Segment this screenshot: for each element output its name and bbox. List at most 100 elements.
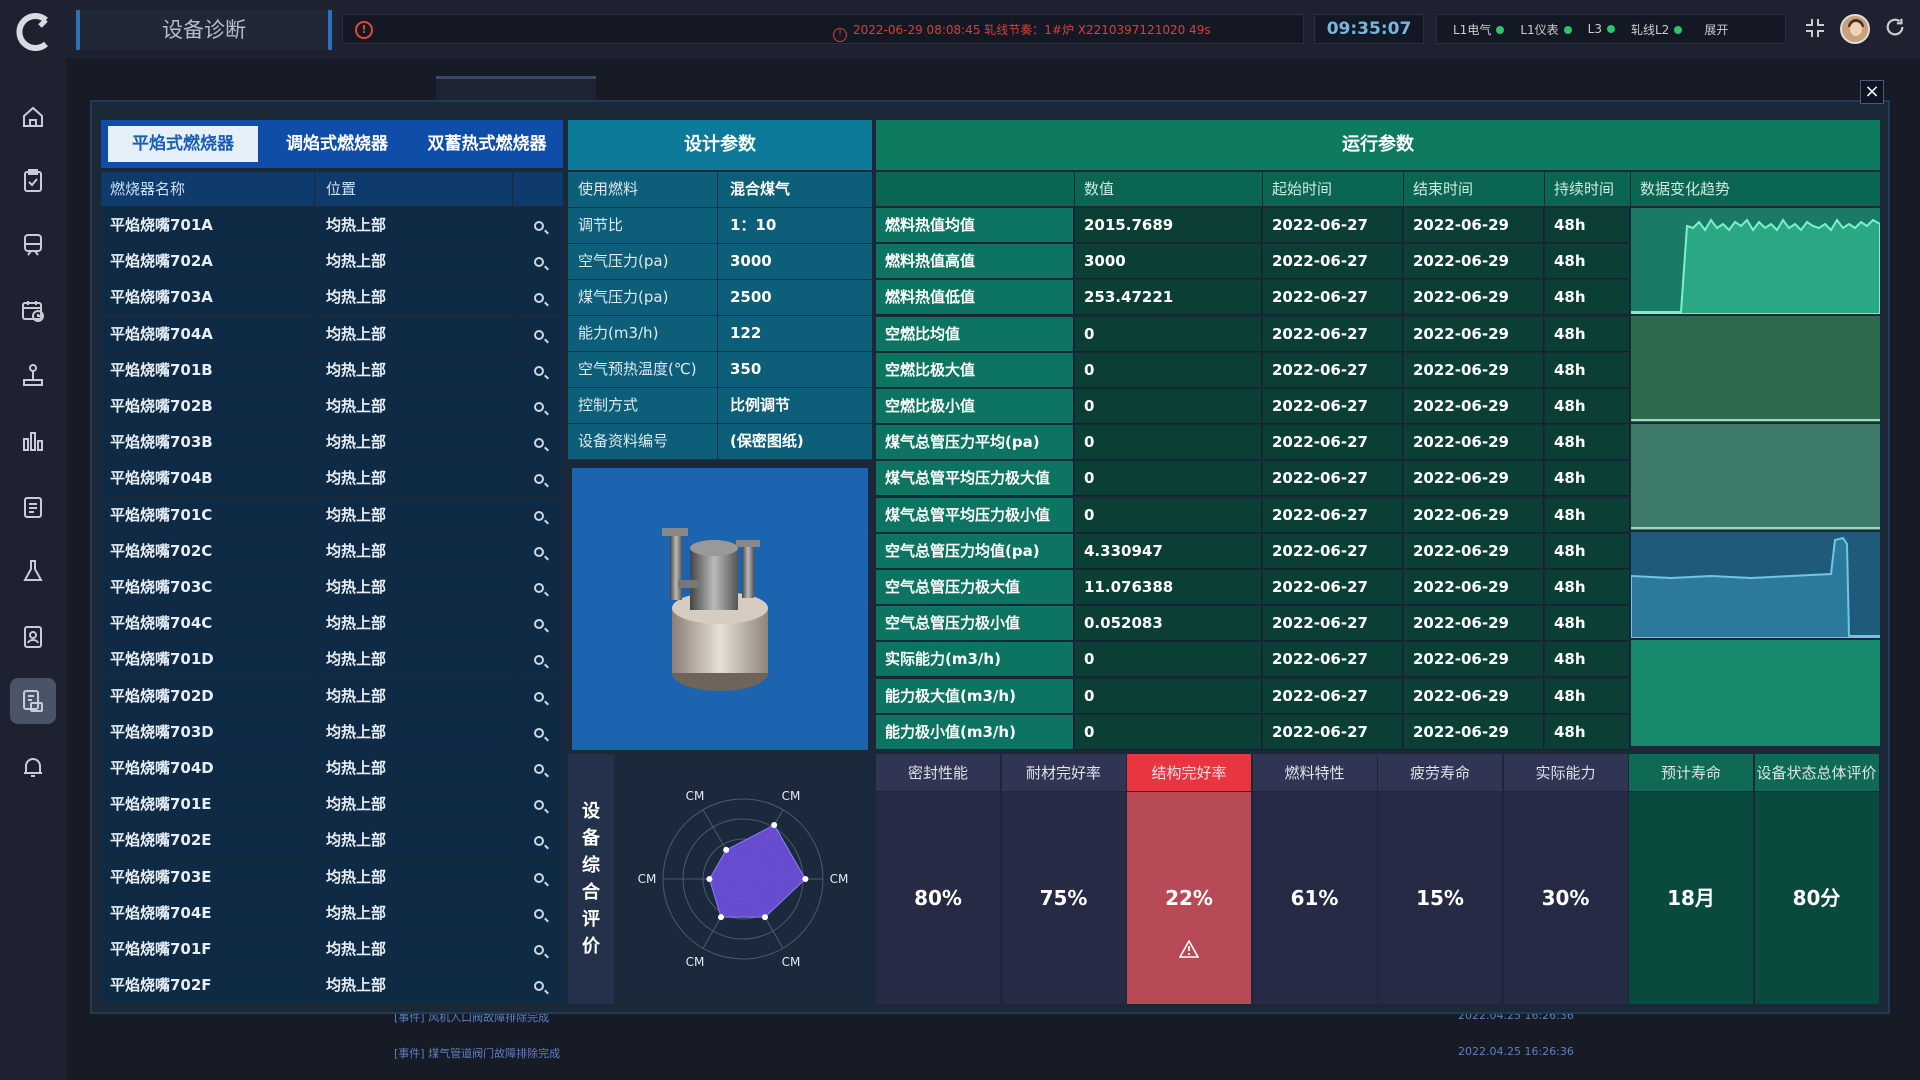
search-icon[interactable] — [515, 642, 563, 677]
search-icon[interactable] — [515, 498, 563, 533]
trend-chart-fuel-heat[interactable] — [1631, 208, 1880, 314]
report-icon[interactable] — [10, 484, 56, 530]
radar-point[interactable] — [723, 846, 730, 853]
search-icon[interactable] — [515, 244, 563, 279]
fullscreen-exit-icon[interactable] — [1802, 16, 1828, 42]
table-row[interactable]: 平焰烧嘴703A 均热上部 — [101, 280, 563, 317]
radar-point[interactable] — [762, 914, 768, 921]
table-row[interactable]: 平焰烧嘴702B 均热上部 — [101, 389, 563, 425]
table-row[interactable]: 平焰烧嘴704D 均热上部 — [101, 751, 563, 787]
alarm-message[interactable]: ! 2022-06-29 08:08:45 轧线节奏：1#炉 X221039712… — [833, 21, 1211, 42]
table-row[interactable]: 平焰烧嘴704E 均热上部 — [101, 895, 563, 932]
table-row[interactable]: 平焰烧嘴701C 均热上部 — [101, 497, 563, 534]
table-row[interactable]: 平焰烧嘴704B 均热上部 — [101, 461, 563, 498]
table-row[interactable]: 平焰烧嘴704C 均热上部 — [101, 606, 563, 643]
search-icon[interactable] — [515, 715, 563, 750]
search-icon[interactable] — [515, 932, 563, 967]
table-row[interactable]: 煤气总管平均压力极小值 0 2022-06-27 2022-06-29 48h — [876, 497, 1630, 534]
search-icon[interactable] — [515, 534, 563, 569]
bell-icon[interactable] — [10, 744, 56, 790]
search-icon[interactable] — [515, 425, 563, 460]
table-row[interactable]: 燃料热值均值 2015.7689 2022-06-27 2022-06-29 48h — [876, 208, 1630, 244]
table-row[interactable]: 平焰烧嘴701B 均热上部 — [101, 352, 563, 389]
trend-chart-capacity[interactable] — [1631, 640, 1880, 746]
search-icon[interactable] — [515, 317, 563, 352]
search-icon[interactable] — [515, 208, 563, 243]
table-row[interactable]: 平焰烧嘴703B 均热上部 — [101, 425, 563, 462]
table-row[interactable]: 燃料热值低值 253.47221 2022-06-27 2022-06-29 48h — [876, 280, 1630, 316]
table-row[interactable]: 平焰烧嘴703E 均热上部 — [101, 859, 563, 896]
score-card[interactable]: 疲劳寿命 15% — [1378, 754, 1502, 1004]
table-row[interactable]: 空气总管压力极大值 11.076388 2022-06-27 2022-06-29 48… — [876, 570, 1630, 606]
user-avatar[interactable] — [1840, 14, 1870, 44]
search-icon[interactable] — [515, 860, 563, 895]
table-row[interactable]: 平焰烧嘴703C 均热上部 — [101, 570, 563, 606]
refresh-icon[interactable] — [1882, 16, 1908, 42]
tab-flat-flame-burner[interactable]: 平焰式燃烧器 — [108, 126, 258, 162]
table-row[interactable]: 煤气总管压力平均(pa) 0 2022-06-27 2022-06-29 48h — [876, 425, 1630, 461]
search-icon[interactable] — [515, 389, 563, 424]
table-row[interactable]: 平焰烧嘴703D 均热上部 — [101, 714, 563, 751]
expand-button[interactable]: 展开 — [1704, 22, 1729, 37]
table-row[interactable]: 燃料热值高值 3000 2022-06-27 2022-06-29 48h — [876, 244, 1630, 280]
search-icon[interactable] — [515, 751, 563, 786]
joystick-icon[interactable] — [10, 352, 56, 398]
table-row[interactable]: 平焰烧嘴702C 均热上部 — [101, 533, 563, 570]
home-icon[interactable] — [10, 94, 56, 140]
score-card[interactable]: 预计寿命 18月 — [1629, 754, 1753, 1004]
flask-icon[interactable] — [10, 548, 56, 594]
trend-chart-air-fuel-ratio[interactable] — [1631, 316, 1880, 422]
search-icon[interactable] — [515, 570, 563, 605]
search-icon[interactable] — [515, 823, 563, 858]
device-diagnosis-icon[interactable] — [10, 678, 56, 724]
table-row[interactable]: 空气总管压力均值(pa) 4.330947 2022-06-27 2022-06-29… — [876, 533, 1630, 570]
table-row[interactable]: 平焰烧嘴701D 均热上部 — [101, 642, 563, 679]
radar-point[interactable] — [771, 821, 778, 828]
table-row[interactable]: 平焰烧嘴701F 均热上部 — [101, 932, 563, 968]
table-row[interactable]: 平焰烧嘴702F 均热上部 — [101, 968, 563, 1005]
search-icon[interactable] — [515, 606, 563, 641]
clipboard-check-icon[interactable] — [10, 158, 56, 204]
bar-chart-icon[interactable] — [10, 418, 56, 464]
calendar-clock-icon[interactable] — [10, 288, 56, 334]
table-row[interactable]: 空燃比极大值 0 2022-06-27 2022-06-29 48h — [876, 352, 1630, 389]
table-row[interactable]: 平焰烧嘴704A 均热上部 — [101, 316, 563, 353]
param-label: 调节比 — [568, 208, 718, 243]
alarm-bar[interactable]: ! ! 2022-06-29 08:08:45 轧线节奏：1#炉 X2210397… — [342, 14, 1304, 44]
table-row[interactable]: 空气总管压力极小值 0.052083 2022-06-27 2022-06-29 48h — [876, 606, 1630, 642]
score-card[interactable]: 结构完好率 22% — [1127, 754, 1251, 1004]
score-card[interactable]: 燃料特性 61% — [1252, 754, 1377, 1004]
radar-point[interactable] — [706, 876, 713, 882]
search-icon[interactable] — [515, 679, 563, 714]
search-icon[interactable] — [515, 353, 563, 388]
close-icon[interactable]: × — [1860, 80, 1884, 104]
table-row[interactable]: 能力极小值(m3/h) 0 2022-06-27 2022-06-29 48h — [876, 714, 1630, 751]
table-row[interactable]: 实际能力(m3/h) 0 2022-06-27 2022-06-29 48h — [876, 642, 1630, 678]
table-row[interactable]: 空燃比均值 0 2022-06-27 2022-06-29 48h — [876, 316, 1630, 353]
radar-point[interactable] — [802, 876, 809, 882]
table-row[interactable]: 平焰烧嘴702D 均热上部 — [101, 678, 563, 715]
table-row[interactable]: 平焰烧嘴701E 均热上部 — [101, 787, 563, 824]
search-icon[interactable] — [515, 896, 563, 931]
trend-chart-air-pressure[interactable] — [1631, 532, 1880, 638]
search-icon[interactable] — [515, 787, 563, 822]
badge-icon[interactable] — [10, 614, 56, 660]
table-row[interactable]: 平焰烧嘴702A 均热上部 — [101, 244, 563, 281]
tab-regenerative-burner[interactable]: 双蓄热式燃烧器 — [427, 134, 547, 154]
table-row[interactable]: 能力极大值(m3/h) 0 2022-06-27 2022-06-29 48h — [876, 678, 1630, 715]
tab-adjustable-flame-burner[interactable]: 调焰式燃烧器 — [286, 134, 388, 154]
score-card[interactable]: 耐材完好率 75% — [1001, 754, 1126, 1004]
score-card[interactable]: 实际能力 30% — [1503, 754, 1628, 1004]
trend-chart-gas-pressure[interactable] — [1631, 424, 1880, 530]
score-card[interactable]: 密封性能 80% — [876, 754, 1000, 1004]
search-icon[interactable] — [515, 461, 563, 496]
table-row[interactable]: 平焰烧嘴702E 均热上部 — [101, 823, 563, 860]
table-row[interactable]: 平焰烧嘴701A 均热上部 — [101, 208, 563, 244]
table-row[interactable]: 空燃比极小值 0 2022-06-27 2022-06-29 48h — [876, 389, 1630, 425]
search-icon[interactable] — [515, 280, 563, 315]
score-card[interactable]: 设备状态总体评价 80分 — [1754, 754, 1879, 1004]
search-icon[interactable] — [515, 968, 563, 1003]
radar-point[interactable] — [718, 914, 724, 921]
train-icon[interactable] — [10, 222, 56, 268]
table-row[interactable]: 煤气总管平均压力极大值 0 2022-06-27 2022-06-29 48h — [876, 461, 1630, 497]
